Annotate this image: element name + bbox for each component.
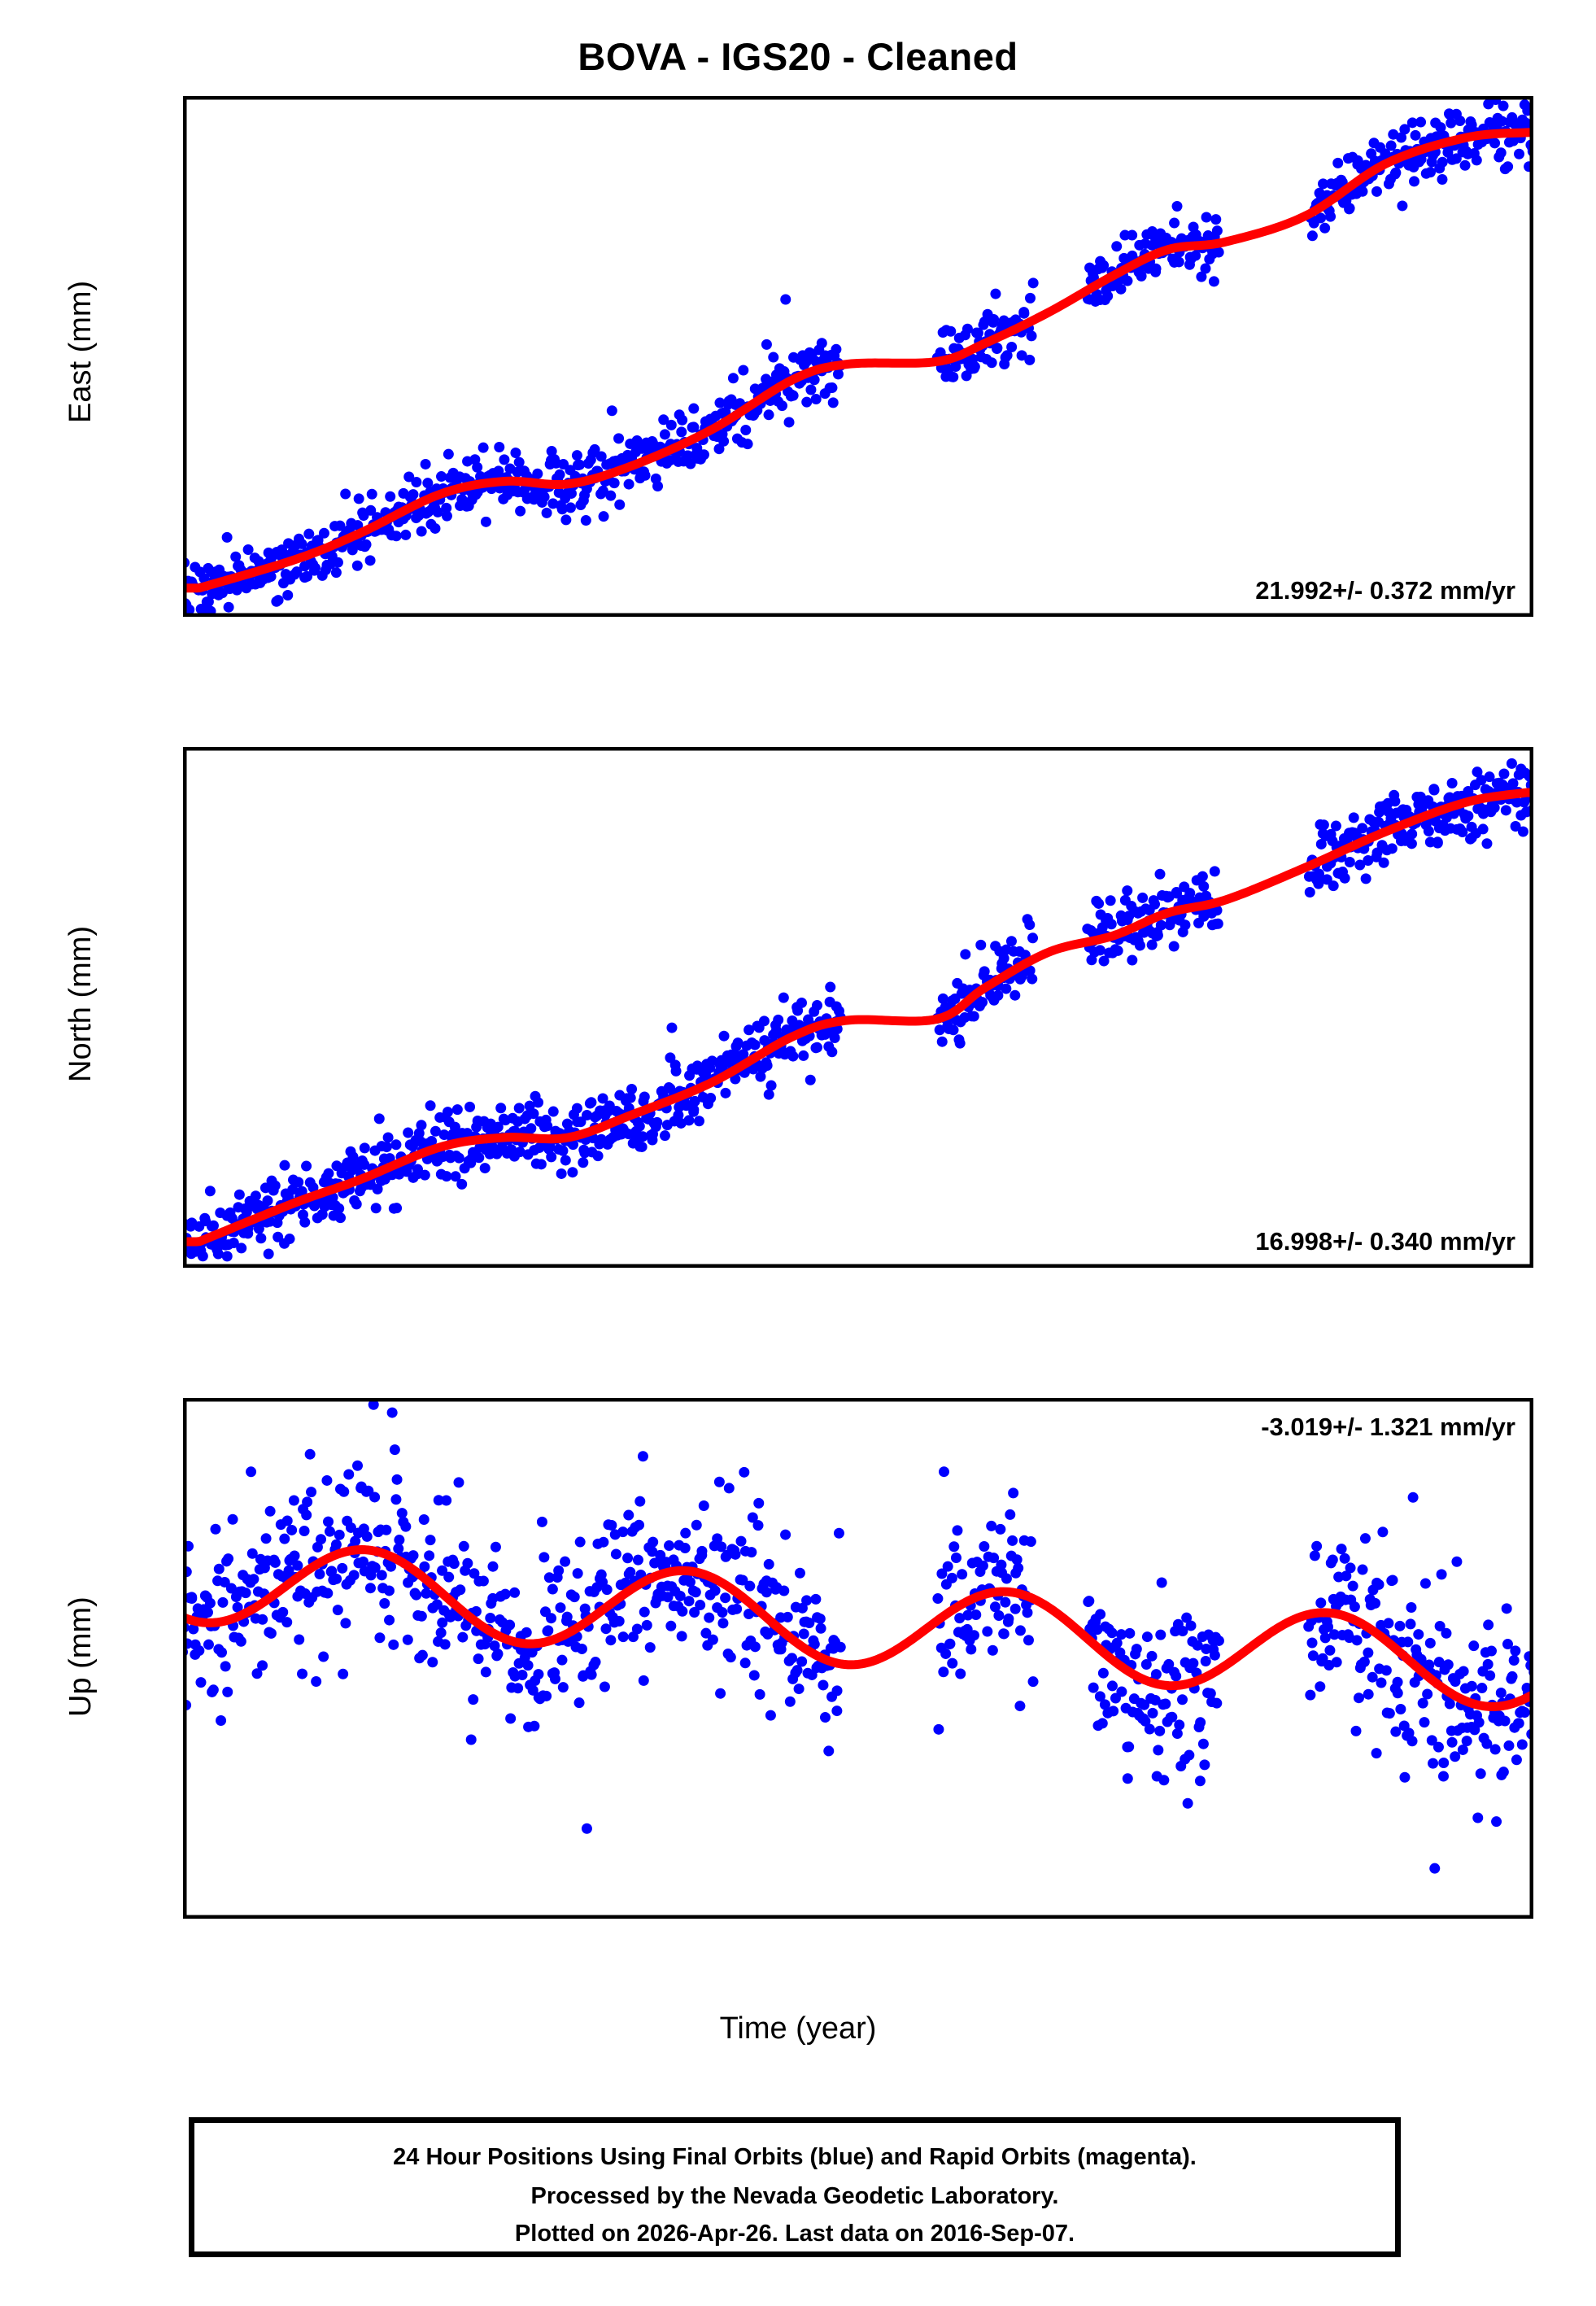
rate-annotation-up: -3.019+/- 1.321 mm/yr	[1261, 1413, 1515, 1441]
footer-caption-box: 24 Hour Positions Using Final Orbits (bl…	[189, 2117, 1401, 2257]
axis-label-up: Up (mm)	[63, 1596, 98, 1717]
footer-line-orbits: 24 Hour Positions Using Final Orbits (bl…	[393, 2144, 1197, 2170]
axis-label-north: North (mm)	[63, 925, 98, 1082]
panel-east: −200204060201320142015201621.992+/- 0.37…	[183, 96, 1533, 617]
panel-north: −2002040201320142015201616.998+/- 0.340 …	[183, 747, 1533, 1268]
panel-north-plot[interactable]: −2002040201320142015201616.998+/- 0.340 …	[183, 747, 1533, 1268]
footer-line-processor: Processed by the Nevada Geodetic Laborat…	[530, 2183, 1059, 2209]
panel-east-plot[interactable]: −200204060201320142015201621.992+/- 0.37…	[183, 96, 1533, 617]
panel-up-plot[interactable]: −40−30−20−1001020302013201420152016-3.01…	[183, 1398, 1533, 1919]
footer-line-dates: Plotted on 2026-Apr-26. Last data on 201…	[514, 2221, 1075, 2247]
rate-annotation-north: 16.998+/- 0.340 mm/yr	[1255, 1227, 1515, 1256]
axis-label-east: East (mm)	[63, 280, 98, 423]
panel-up: −40−30−20−1001020302013201420152016-3.01…	[183, 1398, 1533, 1919]
rate-annotation-east: 21.992+/- 0.372 mm/yr	[1255, 576, 1515, 605]
page-title: BOVA - IGS20 - Cleaned	[578, 35, 1018, 78]
axis-label-time: Time (year)	[719, 2011, 877, 2046]
